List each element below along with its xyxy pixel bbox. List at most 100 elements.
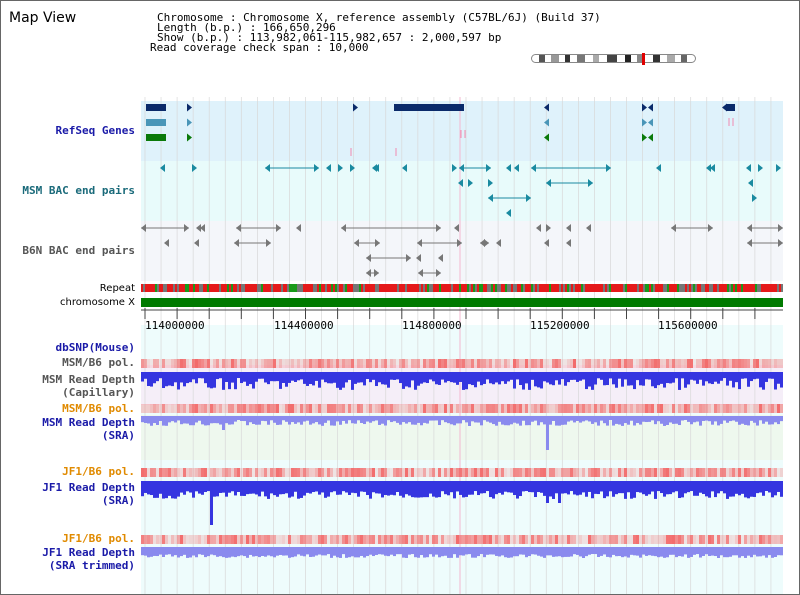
msm-bac-label[interactable]: MSM BAC end pairs [22,184,135,197]
repeat-segment [725,284,727,292]
polymorphism-segment [738,535,741,544]
jf1-b6-pol-label-1[interactable]: JF1/B6 pol. [62,465,135,478]
depth-bar [594,547,597,555]
msm-bac-end [458,179,463,187]
polymorphism-segment [363,404,366,413]
depth-bar [456,547,459,558]
b6n-bac-end [436,269,441,277]
depth-bar [381,372,384,385]
repeat-segment [499,284,501,292]
polymorphism-segment [234,468,237,477]
polymorphism-segment [360,535,363,544]
depth-bar [621,547,624,558]
polymorphism-segment [741,359,744,368]
depth-bar [537,416,540,426]
chromosome-ideogram[interactable] [531,53,701,65]
repeat-segment [147,284,149,292]
polymorphism-segment [294,468,297,477]
jf1-read-depth-sra-label[interactable]: JF1 Read Depth [42,481,135,494]
polymorphism-segment [150,359,153,368]
polymorphism-segment [762,535,765,544]
depth-bar [750,416,753,421]
polymorphism-segment [573,359,576,368]
polymorphism-segment [279,468,282,477]
depth-bar [759,547,762,557]
depth-bar [150,481,153,496]
polymorphism-segment [684,404,687,413]
polymorphism-segment [198,359,201,368]
repeat-segment [595,284,597,292]
msm-read-depth-capillary-label[interactable]: MSM Read Depth [42,373,135,386]
gene-arrow [544,133,549,142]
repeat-segment [593,284,595,292]
depth-bar [510,416,513,425]
depth-bar [501,372,504,382]
polymorphism-segment [336,359,339,368]
msm-b6-pol-label-2[interactable]: MSM/B6 pol. [62,402,135,415]
depth-bar [591,372,594,390]
depth-bar [627,547,630,558]
polymorphism-segment [414,359,417,368]
polymorphism-segment [402,404,405,413]
polymorphism-segment [726,535,729,544]
jf1-read-depth-trimmed-label[interactable]: JF1 Read Depth [42,546,135,559]
depth-bar [318,416,321,425]
depth-bar [441,416,444,421]
genome-tracks[interactable] [141,97,783,594]
depth-bar [621,481,624,494]
depth-bar [195,416,198,423]
depth-bar [423,481,426,498]
polymorphism-segment [330,404,333,413]
polymorphism-segment [606,359,609,368]
depth-bar [696,547,699,555]
depth-bar [540,416,543,423]
msm-read-depth-sra-label[interactable]: MSM Read Depth [42,416,135,429]
polymorphism-segment [768,535,771,544]
depth-bar [297,416,300,423]
polymorphism-segment [216,404,219,413]
depth-bar [447,547,450,558]
polymorphism-segment [321,359,324,368]
repeat-segment [495,284,497,292]
depth-bar [582,372,585,380]
polymorphism-segment [453,468,456,477]
depth-bar [474,416,477,423]
polymorphism-segment [687,468,690,477]
dbsnp-label[interactable]: dbSNP(Mouse) [55,341,135,354]
refseq-genes-label[interactable]: RefSeq Genes [55,124,135,137]
depth-bar [402,372,405,389]
b6n-bac-end [586,224,591,232]
depth-bar [462,547,465,556]
polymorphism-segment [276,535,279,544]
depth-bar [570,416,573,421]
jf1-b6-pol-label-2[interactable]: JF1/B6 pol. [62,532,135,545]
polymorphism-segment [675,359,678,368]
polymorphism-segment [249,468,252,477]
depth-bar [687,481,690,493]
polymorphism-segment [240,535,243,544]
b6n-bac-end [778,239,783,247]
polymorphism-segment [621,404,624,413]
msm-b6-pol-label-1[interactable]: MSM/B6 pol. [62,356,135,369]
polymorphism-segment [192,468,195,477]
polymorphism-segment [147,359,150,368]
depth-bar [261,547,264,556]
depth-bar [345,481,348,493]
repeat-segment [747,284,749,292]
polymorphism-segment [669,404,672,413]
polymorphism-segment [165,359,168,368]
polymorphism-segment [714,535,717,544]
depth-bar [519,416,522,426]
repeat-segment [527,284,529,292]
depth-bar [492,547,495,555]
polymorphism-segment [420,535,423,544]
b6n-bac-label[interactable]: B6N BAC end pairs [22,244,135,257]
polymorphism-segment [291,404,294,413]
depth-bar [387,547,390,557]
polymorphism-segment [234,404,237,413]
depth-bar [543,416,546,425]
repeat-segment [369,284,371,292]
polymorphism-segment [399,404,402,413]
depth-bar [162,547,165,558]
polymorphism-segment [486,468,489,477]
